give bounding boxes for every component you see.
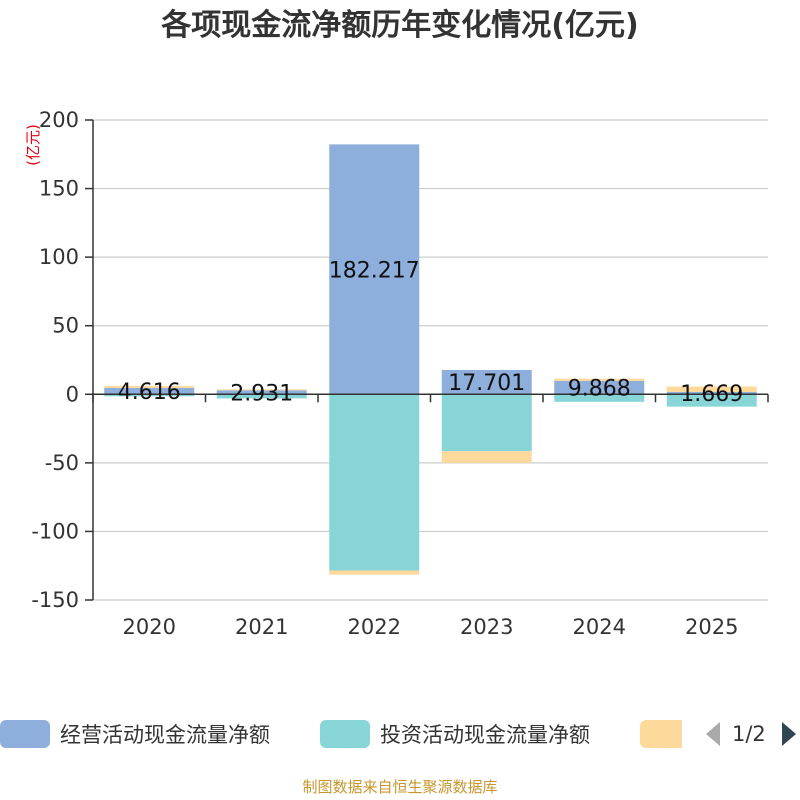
data-label: 1.669	[680, 382, 743, 407]
grid-lines	[93, 119, 768, 601]
y-tick-label: 150	[39, 177, 79, 201]
y-tick-label: -150	[31, 588, 79, 612]
data-labels: 4.616 2.931 182.217 17.701 9.868 1.669	[118, 258, 743, 407]
bar-segment	[441, 394, 532, 452]
y-tick-label: -50	[45, 451, 79, 475]
x-tick-label: 2021	[235, 615, 288, 639]
bar-segment	[666, 394, 757, 407]
bar-segment	[666, 386, 757, 392]
y-unit-label: (亿元)	[24, 124, 42, 166]
legend-swatch	[640, 720, 682, 748]
bar-segment	[441, 370, 532, 395]
bars	[104, 144, 757, 575]
y-tick-label: 0	[66, 382, 79, 406]
x-tick-label: 2023	[460, 615, 513, 639]
bar-segment	[216, 389, 307, 391]
axes: 200 150 100 50 0 -50 -100 -150 2020 2021 2022 2023 2…	[31, 108, 769, 639]
bar-segment	[554, 378, 645, 381]
chevron-left-icon[interactable]	[706, 722, 720, 746]
bar-segment	[666, 391, 757, 395]
bar-segment	[216, 394, 307, 399]
data-source-note: 制图数据来自恒生聚源数据库	[302, 778, 498, 796]
chart-title: 各项现金流净额历年变化情况(亿元)	[161, 8, 639, 43]
y-tick-label: 100	[39, 245, 79, 269]
x-tick-label: 2020	[123, 615, 176, 639]
legend-pager: 1/2	[700, 716, 800, 752]
bar-segment	[104, 385, 195, 388]
legend-swatch	[320, 720, 370, 748]
legend-item-investing[interactable]: 投资活动现金流量净额	[320, 716, 590, 752]
data-label: 182.217	[329, 258, 420, 283]
chart-plot: 200 150 100 50 0 -50 -100 -150 2020 2021 2022 2023 2…	[24, 108, 769, 639]
legend-label: 投资活动现金流量净额	[380, 723, 590, 747]
bar-segment	[441, 451, 532, 463]
x-tick-label: 2025	[685, 615, 738, 639]
legend-swatch	[0, 720, 50, 748]
legend-item-operating[interactable]: 经营活动现金流量净额	[0, 716, 270, 752]
chevron-right-icon[interactable]	[782, 722, 796, 746]
bar-segment	[554, 380, 645, 395]
y-tick-label: 50	[52, 314, 79, 338]
legend-label: 经营活动现金流量净额	[60, 723, 270, 747]
data-label: 17.701	[448, 371, 525, 396]
legend: 经营活动现金流量净额 投资活动现金流量净额 1/2	[0, 716, 800, 752]
data-label: 2.931	[230, 381, 293, 406]
legend-item-third[interactable]	[640, 716, 682, 752]
y-tick-label: 200	[39, 108, 79, 132]
legend-page-indicator: 1/2	[732, 722, 766, 746]
bar-segment	[329, 570, 420, 575]
bar-segment	[216, 390, 307, 395]
bar-segment	[329, 144, 420, 395]
x-tick-label: 2022	[348, 615, 401, 639]
bar-segment	[329, 394, 420, 571]
x-tick-label: 2024	[573, 615, 626, 639]
bar-segment	[104, 387, 195, 395]
data-label: 4.616	[118, 380, 181, 405]
y-tick-label: -100	[31, 519, 79, 543]
bar-segment	[554, 394, 645, 402]
data-label: 9.868	[568, 377, 631, 402]
bar-segment	[104, 394, 195, 397]
